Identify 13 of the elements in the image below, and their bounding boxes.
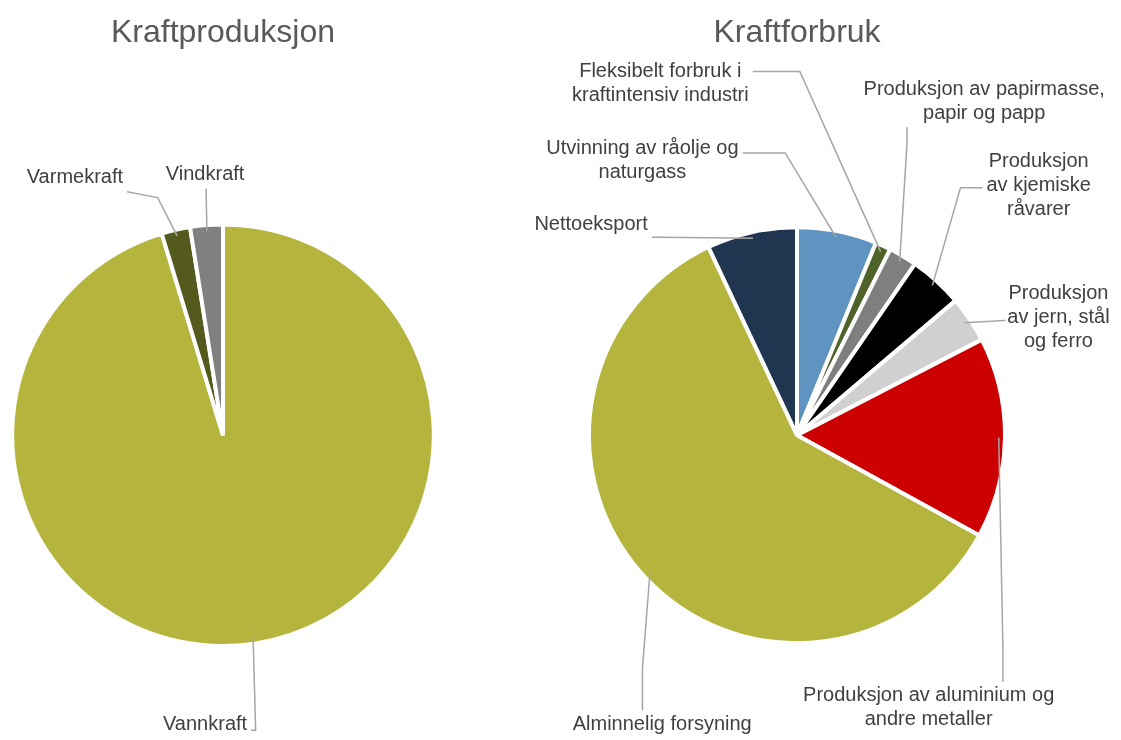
slice-label: Produksjon av jern, stål og ferro (1007, 280, 1110, 351)
slice-label: Produksjon av papirmasse, papir og papp (863, 76, 1105, 123)
slice-label: Nettoeksport (534, 211, 649, 234)
slice-label: Fleksibelt forbruk i kraftintensiv industri (571, 59, 749, 106)
slice-label: Alminnelig forsyning (572, 711, 752, 734)
slice-label: Utvinning av råolje og naturgass (546, 136, 739, 183)
slice-label: Vindkraft (165, 162, 245, 185)
chart-title: Kraftproduksjon (110, 13, 336, 50)
slice-label: Produksjon av kjemiske råvarer (986, 149, 1091, 220)
slice-label: Vannkraft (163, 711, 248, 734)
chart-title: Kraftforbruk (713, 13, 882, 50)
slice-label: Varmekraft (26, 165, 124, 188)
slice-label: Produksjon av aluminium og andre metaller (803, 683, 1055, 730)
